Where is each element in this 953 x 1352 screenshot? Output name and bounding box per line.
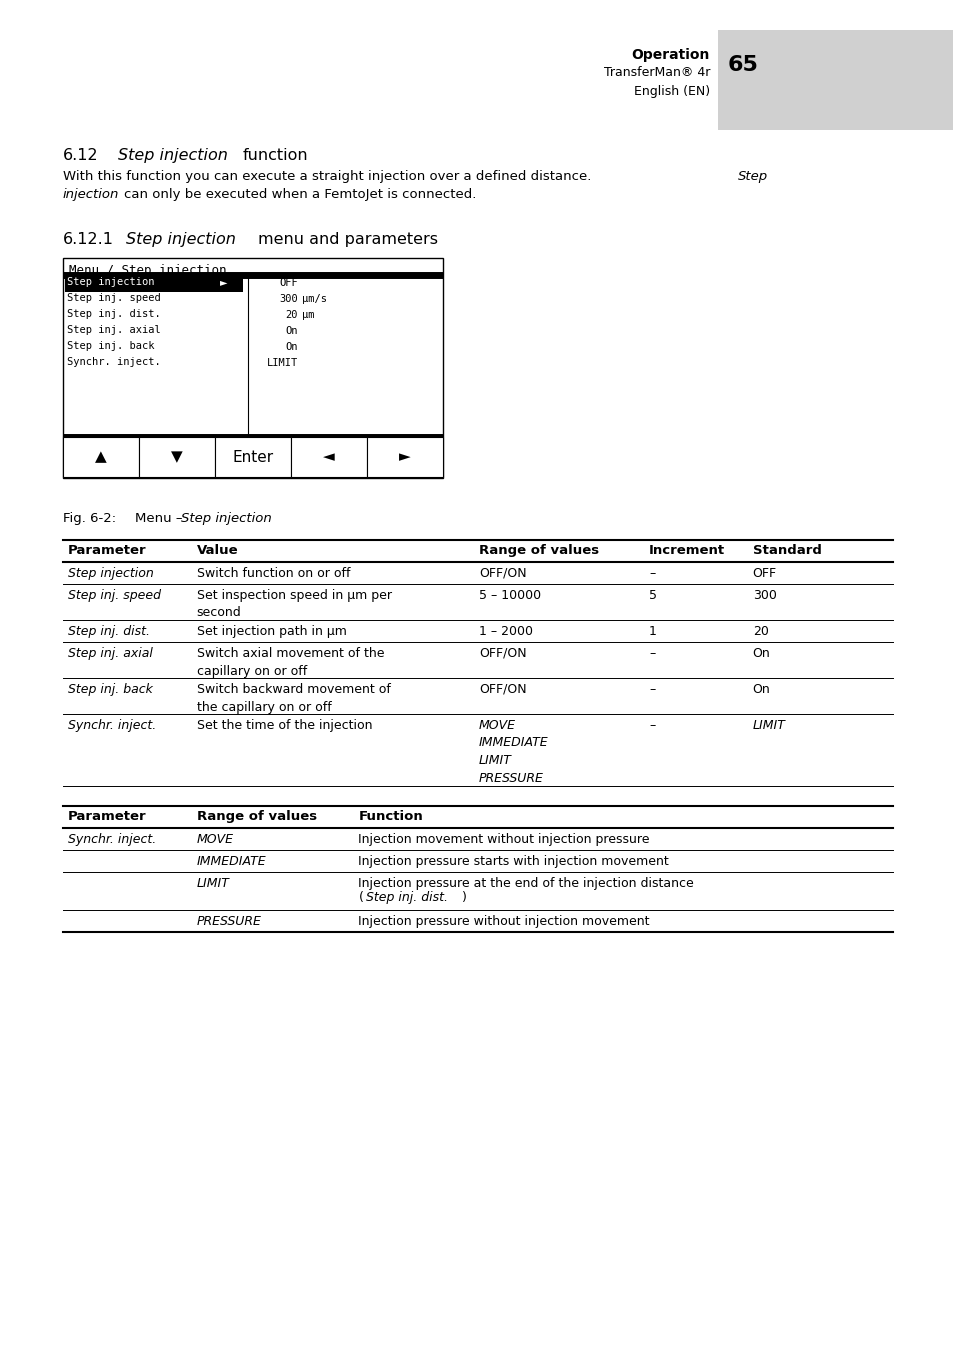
Text: Step injection: Step injection xyxy=(181,512,272,525)
Text: TransferMan® 4r: TransferMan® 4r xyxy=(603,66,709,78)
Text: MOVE
IMMEDIATE
LIMIT
PRESSURE: MOVE IMMEDIATE LIMIT PRESSURE xyxy=(478,719,548,784)
Bar xyxy=(63,258,442,479)
Text: Synchr. inject.: Synchr. inject. xyxy=(67,357,161,366)
Text: ▲: ▲ xyxy=(95,449,107,465)
Bar xyxy=(718,30,953,130)
Text: Step inj. speed: Step inj. speed xyxy=(68,589,161,602)
Text: Range of values: Range of values xyxy=(478,544,598,557)
Text: Step inj. back: Step inj. back xyxy=(68,683,152,696)
Text: Step injection: Step injection xyxy=(67,277,154,287)
Text: OFF: OFF xyxy=(752,566,776,580)
Text: 65: 65 xyxy=(727,55,758,74)
Text: Value: Value xyxy=(196,544,238,557)
Text: Menu –: Menu – xyxy=(135,512,187,525)
Text: Menu / Step injection: Menu / Step injection xyxy=(69,264,226,277)
Text: OFF/ON: OFF/ON xyxy=(478,683,526,696)
Text: OFF/ON: OFF/ON xyxy=(478,648,526,660)
Text: injection: injection xyxy=(63,188,119,201)
Text: Step inj. axial: Step inj. axial xyxy=(68,648,152,660)
Text: OFF/ON: OFF/ON xyxy=(478,566,526,580)
Text: Enter: Enter xyxy=(233,449,274,465)
Text: function: function xyxy=(243,147,309,164)
Text: Set inspection speed in μm per
second: Set inspection speed in μm per second xyxy=(196,589,392,619)
Text: –: – xyxy=(648,719,655,731)
Text: menu and parameters: menu and parameters xyxy=(257,233,437,247)
Text: ►: ► xyxy=(220,277,227,287)
Text: 20: 20 xyxy=(285,310,297,320)
Text: μm/s: μm/s xyxy=(302,293,327,304)
Text: On: On xyxy=(752,683,770,696)
Text: Switch function on or off: Switch function on or off xyxy=(196,566,350,580)
Text: Operation: Operation xyxy=(631,49,709,62)
Bar xyxy=(65,276,243,292)
Text: Set injection path in μm: Set injection path in μm xyxy=(196,625,346,638)
Text: LIMIT: LIMIT xyxy=(752,719,785,731)
Text: 300: 300 xyxy=(279,293,297,304)
Text: Step inj. dist.: Step inj. dist. xyxy=(68,625,150,638)
Text: LIMIT: LIMIT xyxy=(196,877,230,890)
Text: LIMIT: LIMIT xyxy=(267,358,297,368)
Text: IMMEDIATE: IMMEDIATE xyxy=(196,854,266,868)
Text: On: On xyxy=(752,648,770,660)
Text: can only be executed when a FemtoJet is connected.: can only be executed when a FemtoJet is … xyxy=(124,188,476,201)
Text: Switch backward movement of
the capillary on or off: Switch backward movement of the capillar… xyxy=(196,683,390,714)
Text: On: On xyxy=(285,326,297,337)
Text: Injection pressure starts with injection movement: Injection pressure starts with injection… xyxy=(358,854,669,868)
Text: Range of values: Range of values xyxy=(196,810,316,823)
Bar xyxy=(63,437,139,477)
Text: 300: 300 xyxy=(752,589,776,602)
Text: Step inj. dist.: Step inj. dist. xyxy=(67,310,161,319)
Text: On: On xyxy=(285,342,297,352)
Bar xyxy=(139,437,214,477)
Text: Set the time of the injection: Set the time of the injection xyxy=(196,719,372,731)
Text: With this function you can execute a straight injection over a defined distance.: With this function you can execute a str… xyxy=(63,170,595,183)
Text: Fig. 6-2:: Fig. 6-2: xyxy=(63,512,116,525)
Text: 6.12: 6.12 xyxy=(63,147,98,164)
Text: Step injection: Step injection xyxy=(118,147,228,164)
Text: 1: 1 xyxy=(648,625,657,638)
Text: 5 – 10000: 5 – 10000 xyxy=(478,589,540,602)
Text: Step inj. speed: Step inj. speed xyxy=(67,293,161,303)
Text: Increment: Increment xyxy=(648,544,724,557)
Text: –: – xyxy=(648,648,655,660)
Text: Function: Function xyxy=(358,810,423,823)
Text: English (EN): English (EN) xyxy=(633,85,709,97)
Text: –: – xyxy=(648,566,655,580)
Text: Standard: Standard xyxy=(752,544,821,557)
Text: PRESSURE: PRESSURE xyxy=(196,915,261,927)
Text: Injection movement without injection pressure: Injection movement without injection pre… xyxy=(358,833,649,846)
Bar xyxy=(214,437,291,477)
Text: Step inj. dist.: Step inj. dist. xyxy=(366,891,448,904)
Text: Parameter: Parameter xyxy=(68,810,147,823)
Text: ◄: ◄ xyxy=(323,449,335,465)
Text: 1 – 2000: 1 – 2000 xyxy=(478,625,533,638)
Text: ): ) xyxy=(461,891,466,904)
Text: Injection pressure at the end of the injection distance: Injection pressure at the end of the inj… xyxy=(358,877,694,890)
Text: –: – xyxy=(648,683,655,696)
Text: Parameter: Parameter xyxy=(68,544,147,557)
Text: Step injection: Step injection xyxy=(68,566,153,580)
Text: Step inj. back: Step inj. back xyxy=(67,341,154,352)
Text: 6.12.1: 6.12.1 xyxy=(63,233,113,247)
Text: μm: μm xyxy=(302,310,314,320)
Text: ▼: ▼ xyxy=(171,449,183,465)
Text: Step: Step xyxy=(738,170,767,183)
Text: Synchr. inject.: Synchr. inject. xyxy=(68,719,156,731)
Text: (: ( xyxy=(358,891,363,904)
Text: Step inj. axial: Step inj. axial xyxy=(67,324,161,335)
Text: MOVE: MOVE xyxy=(196,833,233,846)
Text: Injection pressure without injection movement: Injection pressure without injection mov… xyxy=(358,915,649,927)
Text: 20: 20 xyxy=(752,625,768,638)
Bar xyxy=(367,437,442,477)
Text: OFF: OFF xyxy=(279,279,297,288)
Text: Synchr. inject.: Synchr. inject. xyxy=(68,833,156,846)
Text: 5: 5 xyxy=(648,589,657,602)
Bar xyxy=(291,437,367,477)
Text: ►: ► xyxy=(398,449,411,465)
Text: Step injection: Step injection xyxy=(126,233,235,247)
Text: Switch axial movement of the
capillary on or off: Switch axial movement of the capillary o… xyxy=(196,648,384,677)
